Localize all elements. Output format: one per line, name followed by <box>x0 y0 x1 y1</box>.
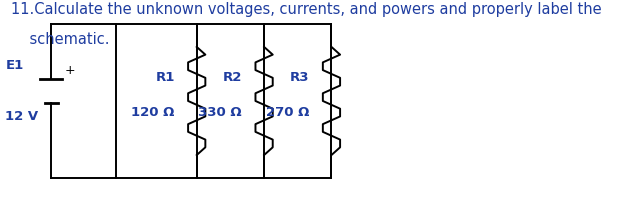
Text: E1: E1 <box>5 59 24 72</box>
Text: +: + <box>65 64 75 77</box>
Text: schematic.: schematic. <box>11 32 109 47</box>
Text: R3: R3 <box>290 71 309 84</box>
Text: 330 Ω: 330 Ω <box>198 106 242 119</box>
Text: 12 V: 12 V <box>5 110 39 123</box>
Text: 11.Calculate the unknown voltages, currents, and powers and properly label the: 11.Calculate the unknown voltages, curre… <box>11 2 602 17</box>
Text: R1: R1 <box>155 71 175 84</box>
Text: 120 Ω: 120 Ω <box>131 106 175 119</box>
Text: 270 Ω: 270 Ω <box>266 106 309 119</box>
Text: R2: R2 <box>223 71 242 84</box>
